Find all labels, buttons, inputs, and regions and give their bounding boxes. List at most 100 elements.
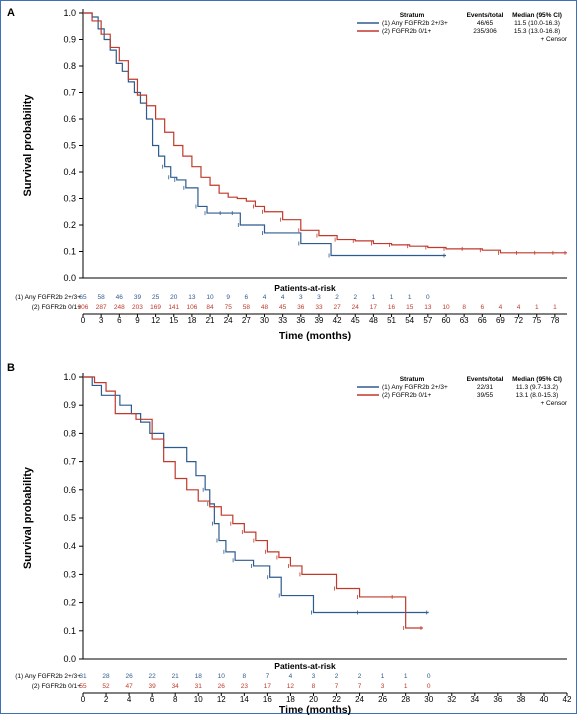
- risk-value: 1: [372, 294, 376, 301]
- legend-header-events: Events/total: [467, 376, 504, 383]
- x-tick-label: 21: [206, 316, 215, 325]
- y-axis-title: Survival probability: [22, 94, 34, 197]
- x-tick-label: 42: [333, 316, 342, 325]
- x-tick-label: 4: [127, 695, 132, 704]
- legend-header-stratum: Stratum: [400, 12, 425, 19]
- x-tick-label: 15: [169, 316, 178, 325]
- risk-value: 20: [170, 294, 178, 301]
- risk-value: 2: [335, 673, 339, 680]
- legend-stratum: (2) FGFR2b 0/1+: [382, 28, 432, 35]
- x-tick-label: 40: [539, 695, 548, 704]
- y-tick-label: 0.9: [63, 400, 76, 410]
- risk-value: 1: [404, 673, 408, 680]
- risk-value: 34: [172, 683, 180, 690]
- legend-events: 22/31: [477, 384, 494, 391]
- y-tick-label: 0.6: [63, 114, 76, 124]
- risk-value: 4: [289, 673, 293, 680]
- x-tick-label: 22: [332, 695, 341, 704]
- risk-table-title: Patients-at-risk: [274, 661, 336, 671]
- legend-events: 39/55: [477, 392, 494, 399]
- legend-stratum: (1) Any FGFR2b 2+/3+: [382, 384, 448, 391]
- x-tick-label: 18: [187, 316, 196, 325]
- x-tick-label: 57: [423, 316, 432, 325]
- y-tick-label: 0.0: [63, 654, 76, 664]
- risk-value: 58: [243, 304, 251, 311]
- x-tick-label: 24: [355, 695, 364, 704]
- risk-value: 248: [114, 304, 125, 311]
- risk-row-label: (2) FGFR2b 0/1+: [32, 304, 82, 311]
- risk-value: 58: [98, 294, 106, 301]
- x-tick-label: 34: [470, 695, 479, 704]
- risk-value: 2: [358, 673, 362, 680]
- x-axis-title: Time (months): [279, 330, 351, 342]
- risk-value: 33: [315, 304, 323, 311]
- x-tick-label: 32: [447, 695, 456, 704]
- risk-value: 13: [424, 304, 432, 311]
- risk-value: 39: [134, 294, 142, 301]
- risk-value: 46: [116, 294, 124, 301]
- risk-value: 45: [279, 304, 287, 311]
- x-tick-label: 63: [460, 316, 469, 325]
- x-tick-label: 20: [309, 695, 318, 704]
- y-tick-label: 0.3: [63, 194, 76, 204]
- legend-median: 11.5 (10.0-16.3): [514, 20, 560, 27]
- risk-value: 10: [206, 294, 214, 301]
- risk-value: 306: [78, 304, 89, 311]
- risk-value: 13: [188, 294, 196, 301]
- x-tick-label: 16: [263, 695, 272, 704]
- y-tick-label: 0.7: [63, 457, 76, 467]
- y-tick-label: 0.5: [63, 513, 76, 523]
- x-tick-label: 60: [442, 316, 451, 325]
- y-tick-label: 0.5: [63, 141, 76, 151]
- x-tick-label: 28: [401, 695, 410, 704]
- y-tick-label: 0.8: [63, 61, 76, 71]
- x-tick-label: 18: [286, 695, 295, 704]
- x-tick-label: 66: [478, 316, 487, 325]
- x-tick-label: 10: [194, 695, 203, 704]
- risk-value: 7: [335, 683, 339, 690]
- y-tick-label: 1.0: [63, 372, 76, 382]
- y-tick-label: 0.4: [63, 167, 76, 177]
- risk-value: 16: [388, 304, 396, 311]
- x-tick-label: 75: [532, 316, 541, 325]
- x-tick-label: 6: [117, 316, 122, 325]
- risk-table-title: Patients-at-risk: [274, 283, 336, 293]
- risk-value: 31: [79, 673, 87, 680]
- risk-value: 12: [287, 683, 295, 690]
- risk-value: 36: [297, 304, 305, 311]
- y-tick-label: 0.0: [63, 273, 76, 283]
- legend-header-median: Median (95% CI): [512, 376, 562, 383]
- x-tick-label: 0: [81, 695, 86, 704]
- x-tick-label: 54: [405, 316, 414, 325]
- risk-value: 47: [125, 683, 133, 690]
- risk-value: 15: [406, 304, 414, 311]
- legend-events: 46/65: [477, 20, 494, 27]
- risk-value: 3: [381, 683, 385, 690]
- risk-value: 1: [408, 294, 412, 301]
- x-tick-label: 38: [516, 695, 525, 704]
- x-tick-label: 9: [135, 316, 140, 325]
- risk-value: 287: [96, 304, 107, 311]
- y-tick-label: 0.3: [63, 569, 76, 579]
- x-tick-label: 24: [224, 316, 233, 325]
- risk-value: 17: [370, 304, 378, 311]
- x-tick-label: 45: [351, 316, 360, 325]
- risk-value: 18: [195, 673, 203, 680]
- panel-b: B 0.0 0.1 0.2 0.3 0.4 0.5 0.6 0.7 0.8 0.9 1.0 Surviv…: [7, 362, 572, 715]
- risk-value: 55: [79, 683, 87, 690]
- x-tick-label: 14: [240, 695, 249, 704]
- x-tick-label: 3: [99, 316, 104, 325]
- risk-value: 27: [333, 304, 341, 311]
- risk-row-label: (1) Any FGFR2b 2+/3+: [15, 294, 81, 301]
- x-axis-title: Time (months): [279, 704, 351, 715]
- y-tick-label: 0.7: [63, 88, 76, 98]
- x-tick-label: 48: [369, 316, 378, 325]
- risk-value: 106: [186, 304, 197, 311]
- risk-value: 169: [150, 304, 161, 311]
- risk-value: 0: [427, 673, 431, 680]
- x-tick-label: 36: [493, 695, 502, 704]
- x-tick-label: 8: [173, 695, 178, 704]
- risk-value: 10: [442, 304, 450, 311]
- risk-value: 141: [168, 304, 179, 311]
